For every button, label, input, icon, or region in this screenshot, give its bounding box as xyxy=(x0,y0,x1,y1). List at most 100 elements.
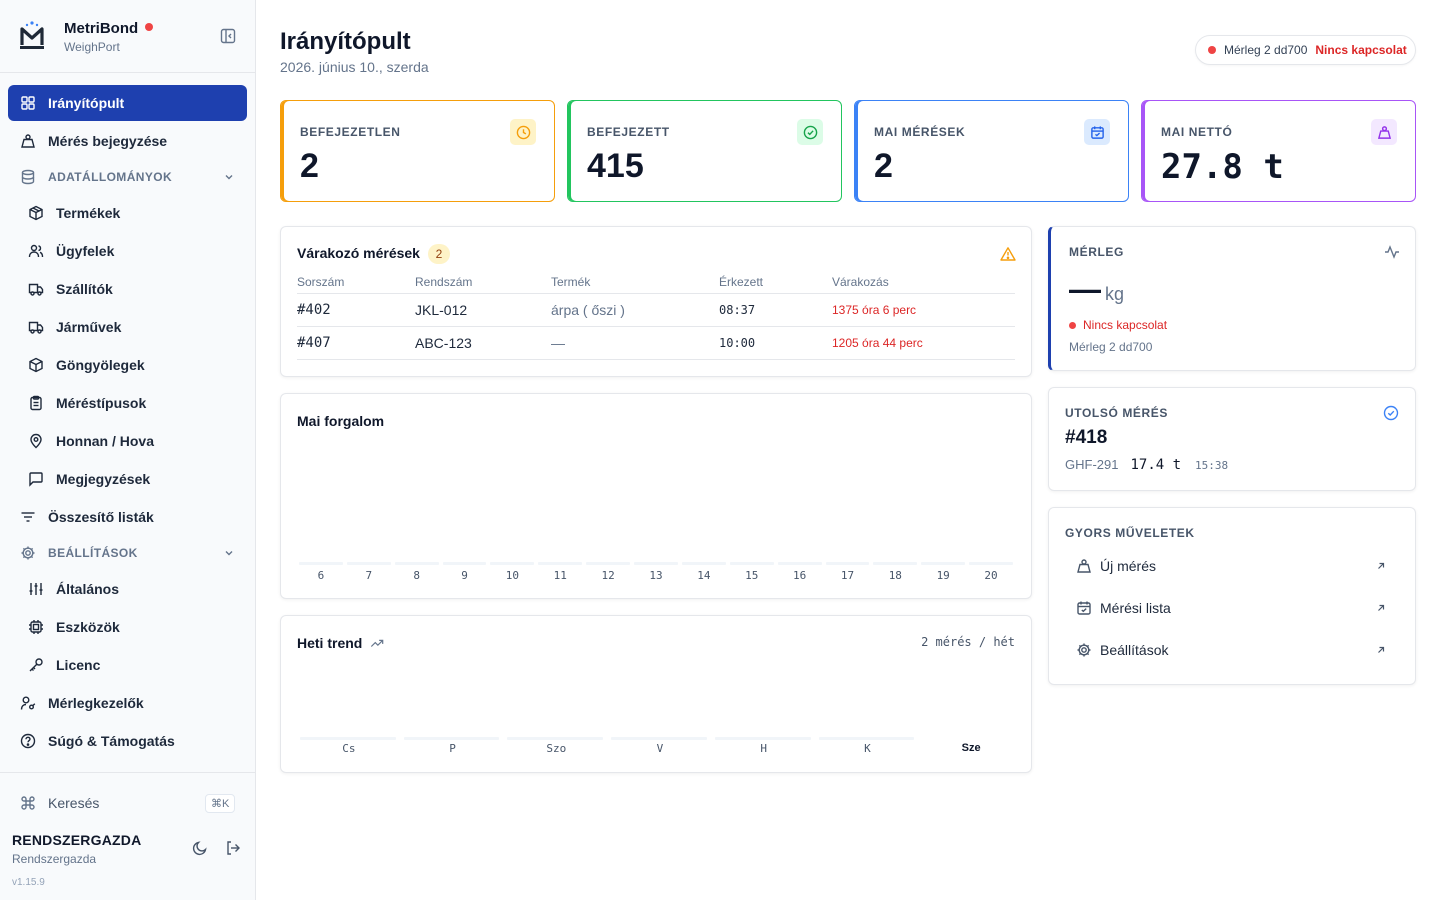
x-tick-label: 8 xyxy=(413,569,420,582)
traffic-bar xyxy=(873,562,918,565)
sidebar-item-suppliers[interactable]: Szállítók xyxy=(20,271,247,307)
last-measurement-weight: 17.4 t xyxy=(1130,457,1182,473)
sidebar-item-vehicles[interactable]: Járművek xyxy=(20,309,247,345)
weight-icon xyxy=(1077,559,1091,573)
arrow-up-right-icon[interactable] xyxy=(1376,603,1386,613)
row-id: #402 xyxy=(297,293,415,327)
x-tick-label: K xyxy=(864,742,871,755)
quick-action-new-measurement[interactable]: Új mérés xyxy=(1076,556,1156,576)
x-tick-label: 9 xyxy=(461,569,468,582)
sidebar-item-packaging[interactable]: Göngyölegek xyxy=(20,347,247,383)
sidebar-item-help[interactable]: Súgó & Támogatás xyxy=(8,723,247,759)
row-plate: ABC-123 xyxy=(415,326,551,360)
row-arrived: 08:37 xyxy=(719,293,832,327)
stat-card-finished: BEFEJEZETT 415 xyxy=(567,100,842,202)
sidebar-item-devices[interactable]: Eszközök xyxy=(20,609,247,645)
search-button[interactable]: Keresés xyxy=(20,795,99,811)
table-row[interactable]: #402 JKL-012 árpa ( őszi ) 08:37 1375 ór… xyxy=(297,293,1015,327)
sidebar-item-types[interactable]: Méréstípusok xyxy=(20,385,247,421)
sidebar-item-products[interactable]: Termékek xyxy=(20,195,247,231)
brand-subtitle: WeighPort xyxy=(64,40,120,54)
column-header: Rendszám xyxy=(415,271,551,294)
column-header: Termék xyxy=(551,271,719,294)
stat-value: 27.8 t xyxy=(1161,147,1284,187)
pending-count-badge: 2 xyxy=(427,244,450,264)
sidebar-item-label: Licenc xyxy=(56,657,101,673)
scale-card: MÉRLEG — kg Nincs kapcsolat Mérleg 2 dd7… xyxy=(1048,226,1416,371)
calendar-icon xyxy=(1084,119,1110,145)
sidebar-item-label: Ügyfelek xyxy=(56,243,115,259)
key-icon xyxy=(29,658,43,672)
truck-icon xyxy=(28,283,44,296)
sidebar-item-license[interactable]: Licenc xyxy=(20,647,247,683)
sidebar-item-label: Mérlegkezelők xyxy=(48,695,144,711)
weekly-bar xyxy=(714,737,811,740)
clipboard-icon xyxy=(30,395,42,411)
sidebar-item-summaries[interactable]: Összesítő listák xyxy=(8,499,247,535)
last-measurement-label: UTOLSÓ MÉRÉS xyxy=(1065,406,1168,420)
page-date: 2026. június 10., szerda xyxy=(280,59,429,75)
card-title: Várakozó mérések 2 xyxy=(297,244,450,264)
x-tick-label: 7 xyxy=(365,569,373,582)
gear-icon xyxy=(21,546,35,560)
x-tick-label: Szo xyxy=(546,742,567,755)
row-arrived: 10:00 xyxy=(719,326,832,360)
sidebar-item-label: Göngyölegek xyxy=(56,357,145,373)
moon-icon[interactable] xyxy=(192,840,208,856)
x-tick-label: 12 xyxy=(601,569,615,582)
last-measurement-details: GHF-291 17.4 t 15:38 xyxy=(1065,457,1228,473)
sidebar-section-settings[interactable]: BEÁLLÍTÁSOK xyxy=(8,535,247,571)
weekly-bar xyxy=(818,737,915,740)
card-title: Mai forgalom xyxy=(297,413,385,429)
scale-status: Nincs kapcsolat xyxy=(1069,318,1167,332)
status-dot xyxy=(1208,46,1216,54)
x-tick-label: P xyxy=(449,742,456,755)
sidebar-section-data[interactable]: ADATÁLLOMÁNYOK xyxy=(8,159,247,195)
user-role: Rendszergazda xyxy=(12,852,97,866)
users-icon xyxy=(28,244,44,258)
sidebar-item-label: Eszközök xyxy=(56,619,120,635)
traffic-bar xyxy=(729,562,774,565)
sidebar-item-operators[interactable]: Mérlegkezelők xyxy=(8,685,247,721)
search-label: Keresés xyxy=(48,795,100,811)
user-name: RENDSZERGAZDA xyxy=(12,832,142,848)
sidebar-item-label: Súgó & Támogatás xyxy=(48,733,175,749)
sidebar-item-label: Járművek xyxy=(56,319,122,335)
traffic-bar xyxy=(490,562,535,565)
weekly-bar xyxy=(403,737,500,740)
connection-dot xyxy=(145,23,154,31)
scale-reading: — kg xyxy=(1069,271,1124,308)
sidebar-collapse-icon[interactable] xyxy=(220,28,236,44)
quick-action-settings[interactable]: Beállítások xyxy=(1076,640,1168,660)
scale-status-pill[interactable]: Mérleg 2 dd700 Nincs kapcsolat xyxy=(1195,35,1416,65)
stat-value: 415 xyxy=(587,147,644,185)
x-tick-label: 13 xyxy=(649,569,663,582)
arrow-up-right-icon[interactable] xyxy=(1376,645,1386,655)
table-row[interactable]: #407 ABC-123 — 10:00 1205 óra 44 perc xyxy=(297,326,1015,360)
logout-icon[interactable] xyxy=(225,840,241,856)
arrow-up-right-icon[interactable] xyxy=(1376,561,1386,571)
sidebar-item-entry[interactable]: Mérés bejegyzése xyxy=(8,123,247,159)
stat-card-unfinished: BEFEJEZETLEN 2 xyxy=(280,100,555,202)
scale-connection-status: Nincs kapcsolat xyxy=(1315,43,1407,57)
sidebar-item-dashboard[interactable]: Irányítópult xyxy=(8,85,247,121)
stat-label: MAI MÉRÉSEK xyxy=(874,125,966,139)
x-tick-label: 6 xyxy=(317,569,325,582)
sidebar-item-general[interactable]: Általános xyxy=(20,571,247,607)
map-pin-icon xyxy=(30,433,42,449)
message-square-icon xyxy=(29,472,43,487)
sidebar-item-from-to[interactable]: Honnan / Hova xyxy=(20,423,247,459)
quick-action-measurement-list[interactable]: Mérési lista xyxy=(1076,598,1171,618)
x-tick-label: H xyxy=(760,742,767,755)
traffic-bar xyxy=(442,562,487,565)
scale-name: Mérleg 2 dd700 xyxy=(1224,43,1308,57)
weekly-bar xyxy=(611,737,707,740)
quick-actions-card: GYORS MŰVELETEK xyxy=(1048,507,1416,685)
sidebar-item-clients[interactable]: Ügyfelek xyxy=(20,233,247,269)
calendar-icon xyxy=(1077,601,1091,615)
sidebar-item-notes[interactable]: Megjegyzések xyxy=(20,461,247,497)
sidebar-item-label: Méréstípusok xyxy=(56,395,147,411)
sidebar-item-label: Összesítő listák xyxy=(48,509,154,525)
stat-label: MAI NETTÓ xyxy=(1161,125,1233,139)
last-measurement-card[interactable]: UTOLSÓ MÉRÉS #418 GHF-291 17.4 t 15:38 xyxy=(1048,387,1416,491)
